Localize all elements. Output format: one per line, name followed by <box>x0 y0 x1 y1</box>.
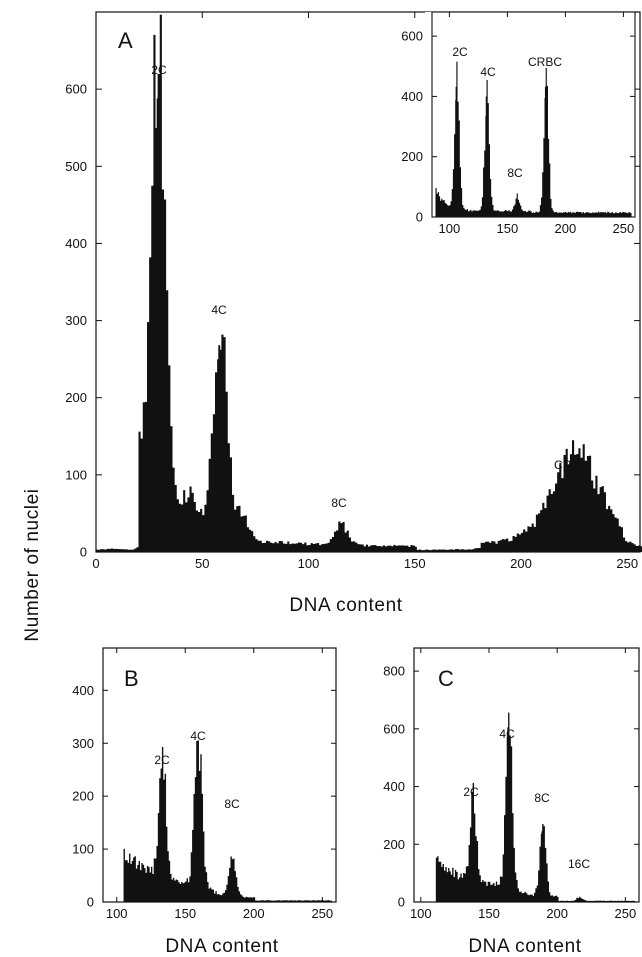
panel-c: 100 150 200 250 0 200 400 600 800 C 2C 4C 8C 16C… <box>383 647 640 957</box>
panel-a-inset-peak-label-8c: 8C <box>507 166 523 180</box>
peak-bar-c-4c <box>507 727 509 903</box>
panel-a-inset-peak-label-4c: 4C <box>480 65 496 79</box>
x-tick-label: 50 <box>195 556 209 571</box>
x-tick-label: 100 <box>106 906 128 921</box>
y-tick-label: 600 <box>65 82 87 97</box>
peak-bar-ai-4c <box>485 96 488 217</box>
panel-b-peak-label-4c: 4C <box>190 729 206 743</box>
panel-c-frame <box>413 647 640 903</box>
panel-a-inset-histogram-bars <box>435 61 632 217</box>
peak-bar-c-16c <box>578 897 580 902</box>
x-tick-label: 100 <box>439 221 461 236</box>
peak-bar-c-2c <box>471 816 474 902</box>
peak-bar-a-8c <box>339 531 342 552</box>
x-tick-label: 150 <box>497 221 519 236</box>
x-tick-label: 150 <box>174 906 196 921</box>
x-tick-label: 150 <box>478 906 500 921</box>
y-tick-label: 400 <box>72 683 94 698</box>
panel-c-peak-label-16c: 16C <box>568 857 590 871</box>
x-tick-label: 200 <box>243 906 265 921</box>
panel-b-histogram-bars <box>123 740 332 902</box>
y-tick-label: 300 <box>72 736 94 751</box>
panel-c-x-axis-title: DNA content <box>468 936 581 957</box>
panel-c-peak-label-4c: 4C <box>499 727 515 741</box>
y-tick-label: 800 <box>383 664 405 679</box>
peak-bar-b-4c <box>196 758 199 902</box>
panel-c-ticks <box>414 648 639 903</box>
x-tick-label: 200 <box>555 221 577 236</box>
panel-a-inset-frame <box>431 11 636 218</box>
y-tick-label: 200 <box>401 149 423 164</box>
panel-a-peak-label-8c: 8C <box>331 496 347 510</box>
panel-a-peak-label-2c: 2C <box>151 63 167 77</box>
peak-bar-ai-crbc <box>544 86 547 217</box>
y-tick-label: 400 <box>401 89 423 104</box>
x-tick-label: 250 <box>311 906 333 921</box>
peak-bar-a-crbc <box>575 482 578 552</box>
y-tick-label: 200 <box>72 789 94 804</box>
x-tick-label: 200 <box>510 556 532 571</box>
x-tick-label: 0 <box>92 556 99 571</box>
panel-b-x-axis-title: DNA content <box>165 936 278 957</box>
peak-bar-a-2c <box>156 98 159 553</box>
panel-a-letter: A <box>118 28 133 53</box>
histogram-bars-a <box>96 14 642 552</box>
panel-a-frame <box>95 11 641 553</box>
panel-c-peak-label-2c: 2C <box>463 785 479 799</box>
y-tick-label: 500 <box>65 159 87 174</box>
x-tick-label: 100 <box>298 556 320 571</box>
x-tick-label: 250 <box>613 221 635 236</box>
panel-a-inset-peak-label-crbc: CRBC <box>528 55 562 69</box>
panel-a-tick-labels: 0 50 100 150 200 250 0 100 200 300 400 500 600 <box>65 82 638 571</box>
histogram-bars-ai <box>435 61 632 217</box>
y-tick-label: 200 <box>65 390 87 405</box>
panel-c-peak-label-8c: 8C <box>534 791 550 805</box>
panel-b-peak-label-2c: 2C <box>154 753 170 767</box>
y-tick-label: 0 <box>398 895 405 910</box>
panel-a-x-axis-title: DNA content <box>289 595 402 616</box>
panel-b-letter: B <box>124 666 139 691</box>
panel-c-histogram-bars <box>435 712 635 903</box>
y-tick-label: 0 <box>80 545 87 560</box>
x-tick-label: 250 <box>616 556 638 571</box>
peak-bar-c-8c <box>541 831 543 902</box>
y-tick-label: 0 <box>87 895 94 910</box>
y-tick-label: 400 <box>65 236 87 251</box>
y-tick-label: 400 <box>383 779 405 794</box>
panel-a-inset: 100 150 200 250 0 200 400 600 2C 4C 8C CRBC <box>401 11 636 236</box>
y-tick-label: 100 <box>65 467 87 482</box>
panel-b-frame <box>102 647 337 903</box>
histogram-bars-c <box>435 712 635 902</box>
y-tick-label: 600 <box>383 721 405 736</box>
peak-bar-ai-8c <box>515 200 518 217</box>
peak-bar-b-8c <box>231 863 233 902</box>
x-tick-label: 200 <box>546 906 568 921</box>
panel-a-inset-peak-label-2c: 2C <box>452 45 468 59</box>
y-tick-label: 600 <box>401 29 423 44</box>
y-tick-label: 300 <box>65 313 87 328</box>
panel-a-histogram-bars <box>96 14 642 553</box>
panel-b: 100 150 200 250 0 100 200 300 400 B 2C 4C 8C DNA… <box>72 647 337 957</box>
panel-a-inset-tick-labels: 100 150 200 250 0 200 400 600 <box>401 29 634 236</box>
y-axis-title: Number of nuclei <box>22 488 43 641</box>
panel-b-tick-labels: 100 150 200 250 0 100 200 300 400 <box>72 683 333 921</box>
x-tick-label: 250 <box>615 906 637 921</box>
x-tick-label: 100 <box>410 906 432 921</box>
y-tick-label: 200 <box>383 837 405 852</box>
peak-bar-a-4c <box>218 345 221 552</box>
y-tick-label: 0 <box>416 210 423 225</box>
x-tick-label: 150 <box>404 556 426 571</box>
panel-c-letter: C <box>438 666 454 691</box>
panel-c-tick-labels: 100 150 200 250 0 200 400 600 800 <box>383 664 636 921</box>
peak-bar-ai-2c <box>455 86 458 217</box>
panel-a-peak-label-4c: 4C <box>211 303 227 317</box>
panel-b-peak-label-8c: 8C <box>224 797 240 811</box>
y-tick-label: 100 <box>72 842 94 857</box>
panel-a-peak-label-crbc: CRBC <box>554 458 588 472</box>
peak-bar-b-2c <box>161 781 163 902</box>
histogram-bars-b <box>123 740 332 902</box>
